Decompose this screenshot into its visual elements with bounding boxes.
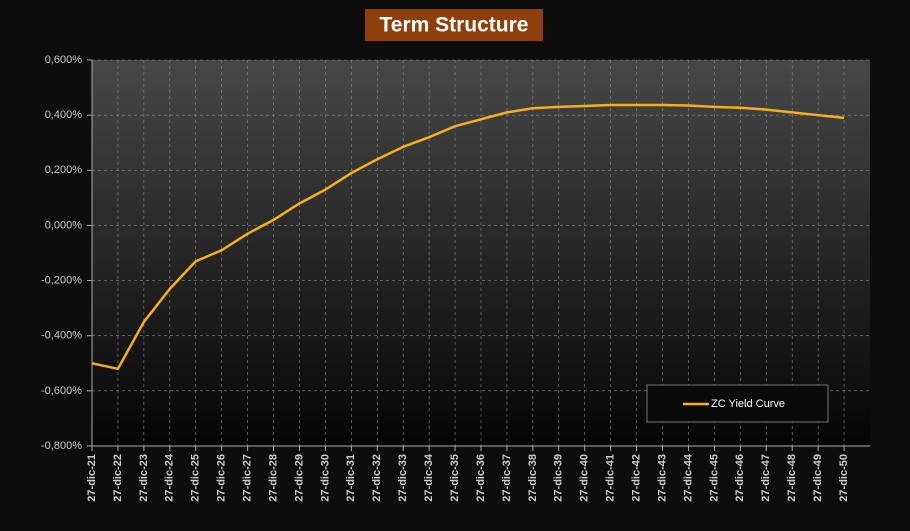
- x-tick-label: 27-dic-37: [501, 454, 513, 502]
- y-tick-label: -0,400%: [41, 330, 82, 342]
- legend-box: [646, 384, 829, 423]
- title-box: [365, 9, 543, 41]
- x-tick-label: 27-dic-39: [553, 454, 565, 502]
- x-tick-label: 27-dic-32: [371, 454, 383, 502]
- x-tick-label: 27-dic-31: [345, 454, 357, 502]
- legend-label: ZC Yield Curve: [711, 398, 785, 410]
- x-tick-label: 27-dic-25: [190, 454, 202, 502]
- x-tick-label: 27-dic-33: [397, 454, 409, 502]
- x-tick-label: 27-dic-36: [475, 454, 487, 502]
- x-tick-label: 27-dic-44: [682, 453, 694, 502]
- x-tick-label: 27-dic-35: [449, 454, 461, 502]
- x-tick-label: 27-dic-49: [812, 454, 824, 502]
- y-tick-label: -0,600%: [41, 385, 82, 397]
- y-tick-label: 0,400%: [45, 109, 83, 121]
- y-tick-label: 0,200%: [45, 164, 83, 176]
- y-tick-label: -0,800%: [41, 440, 82, 452]
- x-tick-label: 27-dic-21: [86, 454, 98, 502]
- y-tick-label: -0,200%: [41, 274, 82, 286]
- x-tick-label: 27-dic-46: [734, 454, 746, 502]
- x-tick-label: 27-dic-29: [293, 454, 305, 502]
- x-tick-label: 27-dic-40: [579, 454, 591, 502]
- x-tick-label: 27-dic-48: [786, 454, 798, 502]
- x-tick-label: 27-dic-22: [112, 454, 124, 502]
- x-tick-label: 27-dic-43: [656, 454, 668, 502]
- x-tick-label: 27-dic-34: [423, 453, 435, 502]
- y-tick-label: 0,000%: [45, 219, 83, 231]
- x-tick-label: 27-dic-27: [242, 454, 254, 502]
- x-tick-label: 27-dic-26: [216, 454, 228, 502]
- chart-title: Term Structure: [380, 14, 529, 37]
- x-tick-label: 27-dic-24: [164, 453, 176, 502]
- x-tick-label: 27-dic-47: [760, 454, 772, 502]
- x-tick-label: 27-dic-50: [838, 454, 850, 502]
- x-tick-label: 27-dic-42: [631, 454, 643, 502]
- x-tick-label: 27-dic-28: [267, 454, 279, 502]
- data-line: [91, 103, 845, 371]
- y-tick-label: 0,600%: [45, 54, 83, 66]
- x-tick-label: 27-dic-30: [319, 454, 331, 502]
- x-tick-label: 27-dic-45: [708, 454, 720, 502]
- x-tick-label: 27-dic-38: [527, 454, 539, 502]
- x-tick-label: 27-dic-41: [605, 454, 617, 502]
- x-tick-label: 27-dic-23: [138, 454, 150, 502]
